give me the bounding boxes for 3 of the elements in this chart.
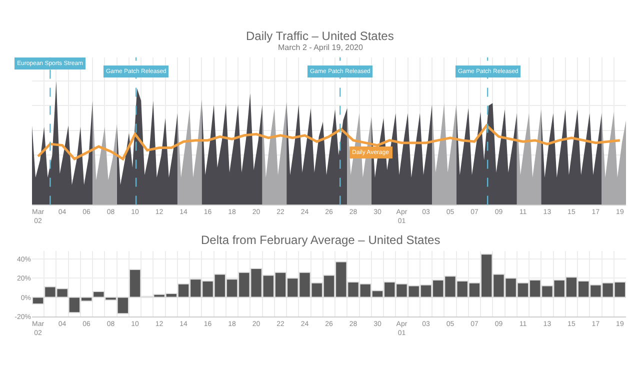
chart-title: Daily Traffic – United States [246, 29, 394, 43]
chart-title: Delta from February Average – United States [201, 233, 440, 247]
chart-subtitle: March 2 - April 19, 2020 [278, 43, 364, 52]
